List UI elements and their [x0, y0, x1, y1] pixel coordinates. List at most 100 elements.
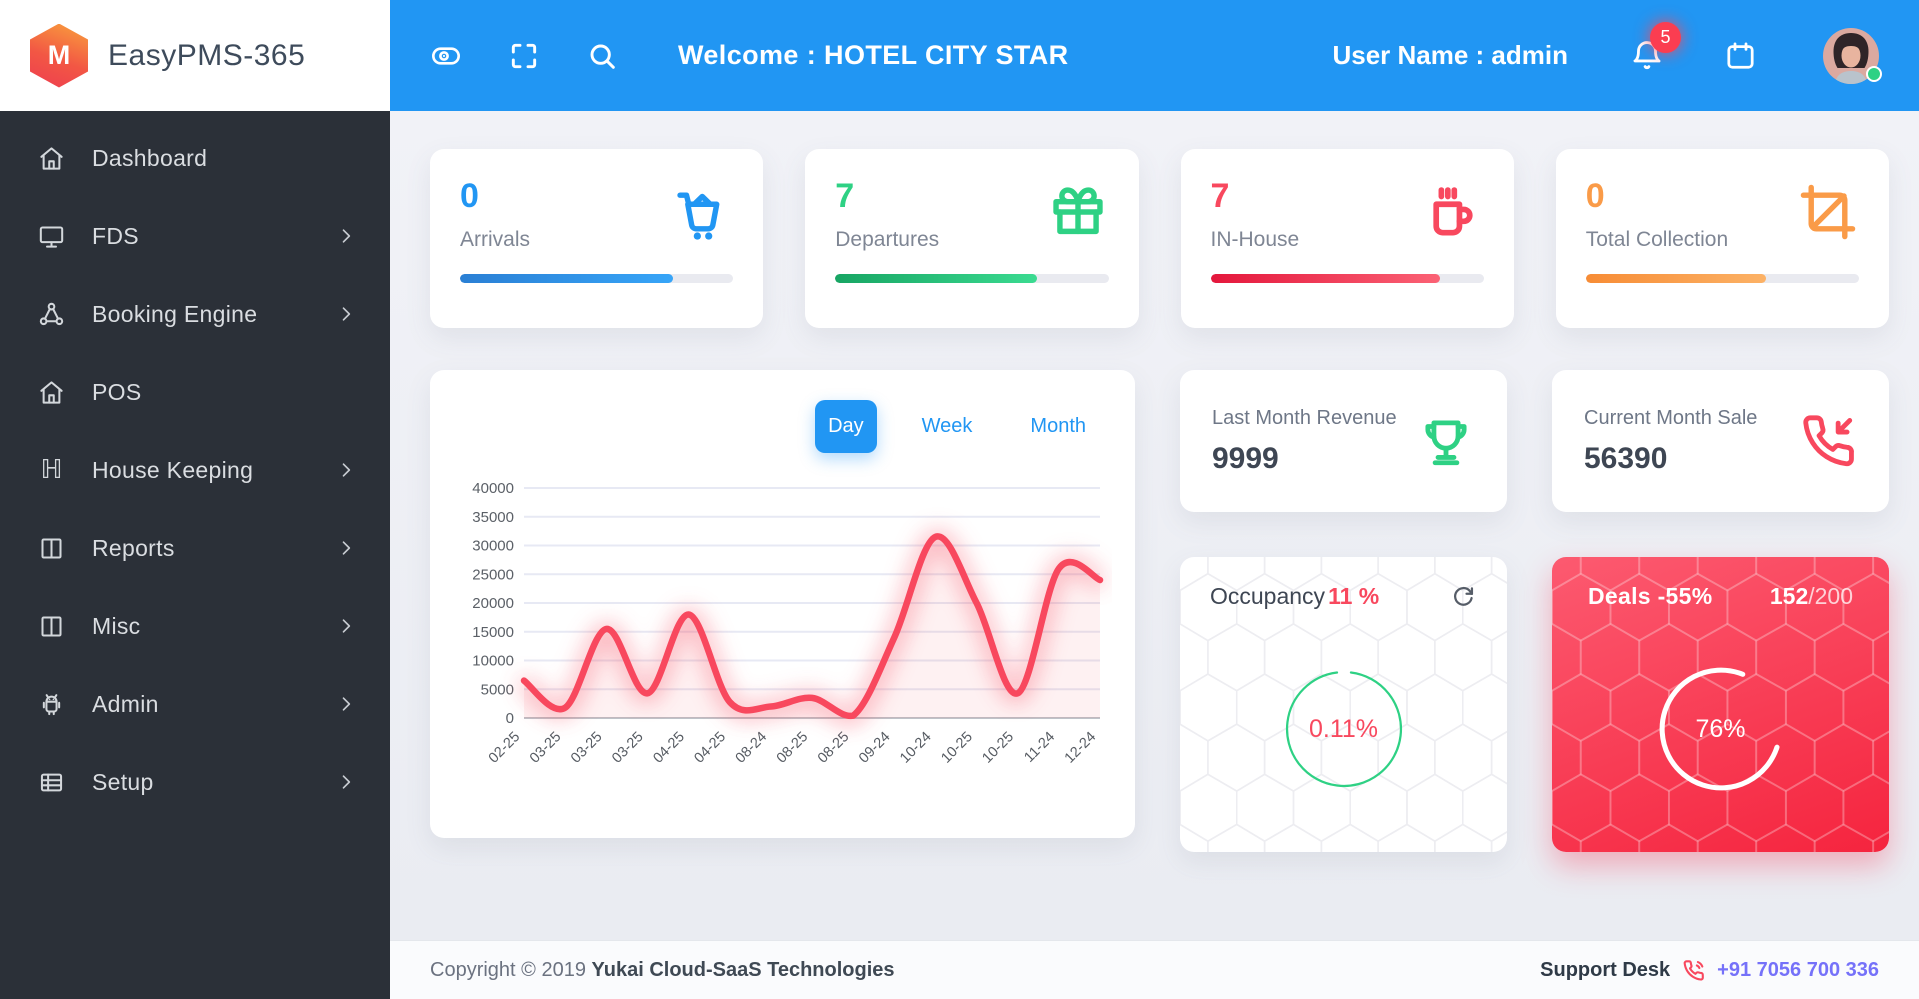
info-card: Current Month Sale 56390	[1552, 370, 1889, 512]
y-tick-label: 40000	[472, 480, 514, 497]
phone-incoming-icon	[1799, 412, 1857, 470]
x-tick-label: 03-25	[527, 729, 565, 767]
x-tick-label: 10-25	[979, 729, 1017, 767]
company-name: Yukai Cloud-SaaS Technologies	[591, 958, 895, 981]
sidebar-item-label: Misc	[92, 612, 141, 639]
chevron-right-icon	[336, 226, 356, 246]
home-icon	[38, 379, 65, 406]
notifications-button[interactable]: 5	[1630, 21, 1681, 73]
chart-line	[520, 533, 1104, 719]
sidebar-item[interactable]: Setup	[0, 743, 390, 821]
y-tick-label: 5000	[481, 681, 514, 698]
chevron-right-icon	[336, 304, 356, 324]
support-label: Support Desk	[1540, 958, 1671, 981]
sidebar-item[interactable]: Admin	[0, 665, 390, 743]
phone-volume-icon	[1682, 959, 1705, 982]
x-tick-label: 03-25	[609, 729, 647, 767]
deals-header: Deals -55% 152/200	[1588, 583, 1853, 610]
stats-row: 0 Arrivals 7 Departures 7 IN-House	[430, 149, 1889, 328]
footer: Copyright © 2019 Yukai Cloud-SaaS Techno…	[390, 940, 1919, 999]
toggle-icon[interactable]	[430, 40, 462, 72]
sidebar-item[interactable]: FDS	[0, 197, 390, 275]
user-avatar[interactable]	[1823, 27, 1882, 84]
chart-range-tabs: Day Week Month	[815, 400, 1099, 453]
brand-logo[interactable]: M EasyPMS-365	[0, 0, 390, 111]
avatar-photo	[1823, 27, 1879, 84]
sidebar-item[interactable]: Dashboard	[0, 119, 390, 197]
x-tick-label: 08-24	[733, 729, 771, 767]
calendar-icon	[1724, 42, 1757, 76]
sidebar: M EasyPMS-365 Dashboard FDS Booking Engi…	[0, 0, 390, 999]
sidebar-item[interactable]: Misc	[0, 587, 390, 665]
y-tick-label: 25000	[472, 566, 514, 583]
stat-card: 7 Departures	[805, 149, 1139, 328]
cart-icon	[671, 181, 733, 243]
sidebar-item[interactable]: Booking Engine	[0, 275, 390, 353]
copyright-text: Copyright © 2019 Yukai Cloud-SaaS Techno…	[430, 959, 895, 982]
y-tick-label: 30000	[472, 538, 514, 555]
stat-top: 0 Arrivals	[460, 179, 733, 252]
support-phone-link[interactable]: +91 7056 700 336	[1717, 958, 1879, 981]
y-tick-label: 20000	[472, 595, 514, 612]
table-icon	[38, 769, 65, 796]
stat-value: 7	[1210, 177, 1230, 215]
sidebar-item[interactable]: POS	[0, 353, 390, 431]
x-tick-label: 04-25	[691, 729, 729, 767]
occupancy-value: 11 %	[1328, 583, 1380, 609]
monitor-icon	[38, 223, 65, 250]
notification-badge: 5	[1650, 21, 1681, 53]
hexagon-pattern	[1180, 557, 1507, 852]
occupancy-ring-text: 0.11%	[1308, 714, 1379, 743]
stat-progress-fill	[1210, 274, 1441, 283]
chart-tab-week[interactable]: Week	[909, 400, 986, 453]
crop-icon	[1797, 181, 1859, 243]
sidebar-menu: Dashboard FDS Booking Engine POS ℍ House…	[0, 111, 390, 821]
sidebar-item[interactable]: ℍ House Keeping	[0, 431, 390, 509]
stat-label: IN-House	[1210, 228, 1300, 251]
x-tick-label: 04-25	[650, 729, 688, 767]
stat-progress-fill	[460, 274, 674, 283]
stat-top: 7 Departures	[835, 179, 1108, 252]
summary-grid: Last Month Revenue 9999 Current Month Sa…	[1180, 370, 1889, 852]
maximize-icon[interactable]	[508, 40, 540, 72]
occupancy-ring: 0.11%	[1255, 630, 1433, 828]
info-card-value: 9999	[1212, 441, 1279, 475]
chart-area-fill	[524, 536, 1100, 718]
deals-title: Deals -55%	[1588, 583, 1713, 609]
chevron-right-icon	[336, 616, 356, 636]
gift-icon	[1047, 181, 1109, 243]
housekeeping-icon: ℍ	[40, 455, 63, 485]
refresh-icon[interactable]	[1450, 583, 1477, 610]
stat-label: Total Collection	[1585, 228, 1729, 251]
chevron-right-icon	[336, 538, 356, 558]
sidebar-item[interactable]: Reports	[0, 509, 390, 587]
sales-chart-card: Day Week Month 40000 35000 30000 25000 20000…	[430, 370, 1135, 838]
y-tick-label: 0	[506, 710, 514, 727]
brand-name: EasyPMS-365	[108, 38, 306, 72]
stat-card: 7 IN-House	[1180, 149, 1514, 328]
sidebar-item-label: Booking Engine	[92, 300, 258, 327]
sidebar-item-label: Admin	[92, 690, 159, 717]
sidebar-item-label: House Keeping	[92, 456, 254, 483]
search-icon[interactable]	[586, 40, 618, 72]
chart-tab-month[interactable]: Month	[1017, 400, 1099, 453]
right-pane: Welcome : HOTEL CITY STAR User Name : ad…	[390, 0, 1919, 999]
share-nodes-icon	[38, 301, 65, 328]
deals-card: Deals -55% 152/200 76%	[1552, 557, 1889, 852]
occupancy-label: Occupancy	[1210, 583, 1326, 609]
stat-progress-fill	[1585, 274, 1767, 283]
dashboard-row: Day Week Month 40000 35000 30000 25000 20000…	[430, 370, 1889, 852]
y-tick-label: 15000	[472, 624, 514, 641]
x-tick-label: 09-24	[856, 729, 894, 767]
chart-tab-day[interactable]: Day	[815, 400, 877, 453]
x-tick-label: 08-25	[774, 729, 812, 767]
stat-card: 0 Total Collection	[1555, 149, 1889, 328]
info-card-label: Current Month Sale	[1584, 406, 1758, 429]
hexagon-pattern	[1552, 557, 1889, 852]
stat-value: 0	[460, 177, 479, 215]
topbar: Welcome : HOTEL CITY STAR User Name : ad…	[390, 0, 1919, 111]
x-tick-label: 03-25	[568, 729, 606, 767]
calendar-button[interactable]	[1724, 39, 1757, 72]
y-tick-label: 35000	[472, 509, 514, 526]
stat-progress-bar	[835, 274, 1109, 283]
